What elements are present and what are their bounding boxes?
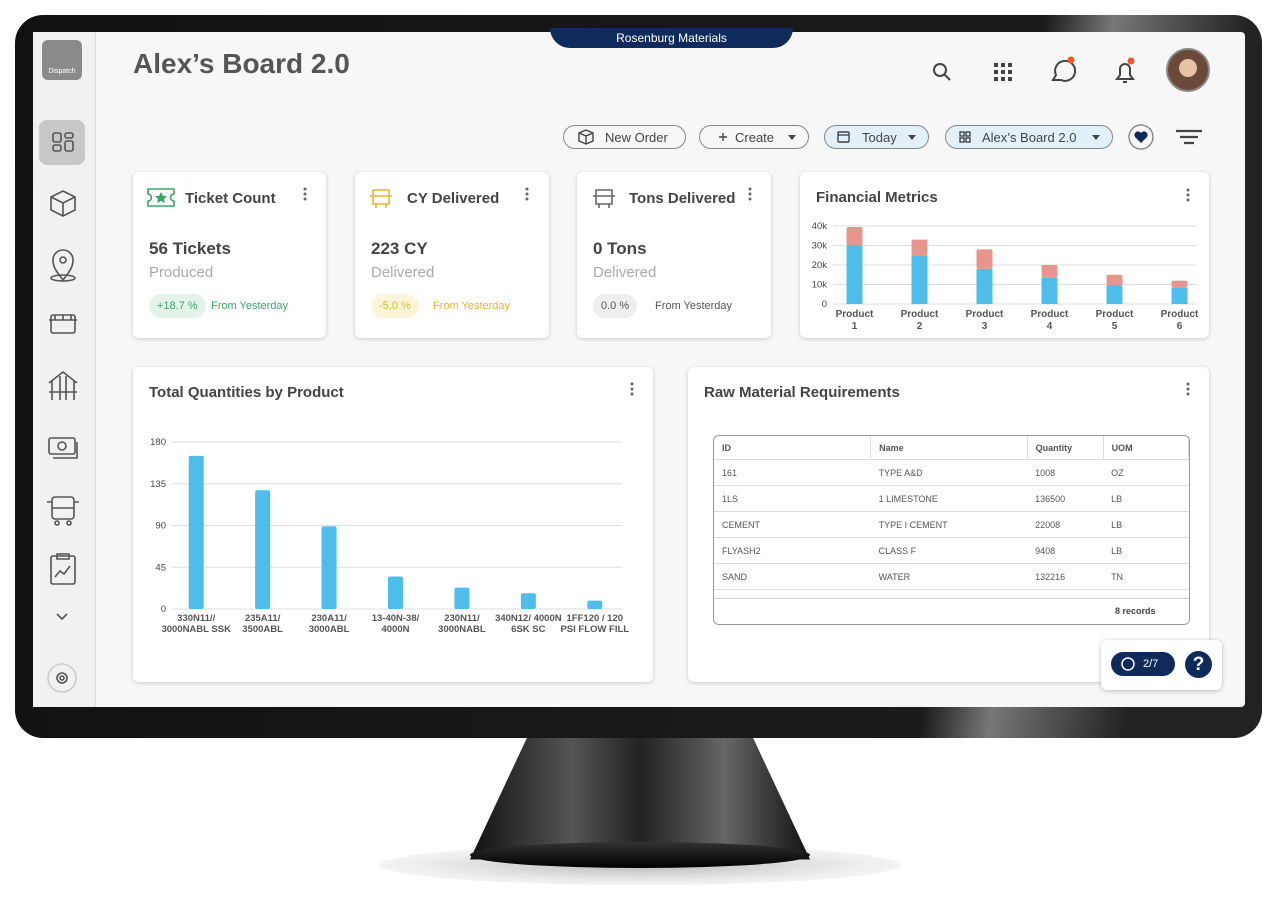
table-row: CEMENT TYPE I CEMENT 22008 LB: [714, 511, 1189, 538]
board-button[interactable]: Alex’s Board 2.0: [945, 125, 1113, 149]
financial-card: [800, 172, 1209, 338]
table-header-row: ID Name Quantity UOM: [714, 436, 1189, 460]
stand-base: [470, 842, 810, 868]
table-cell: CLASS F: [870, 537, 1028, 564]
table-cell: 136500: [1027, 485, 1104, 512]
table-row: 1LS 1 LIMESTONE 136500 LB: [714, 485, 1189, 512]
table-cell: 9408: [1027, 537, 1104, 564]
table-cell: LB: [1103, 485, 1189, 512]
company-tab[interactable]: Rosenburg Materials: [550, 28, 793, 48]
table-cell: SAND: [714, 563, 871, 590]
help-button[interactable]: ?: [1185, 651, 1212, 678]
toolbar-icons: [578, 124, 1202, 150]
header-icons: [933, 48, 1210, 92]
table-cell: 22008: [1027, 511, 1104, 538]
today-button[interactable]: Today: [824, 125, 929, 149]
column-header: Name: [870, 436, 1028, 460]
logo[interactable]: Dispatch: [42, 40, 82, 80]
table-cell: TYPE I CEMENT: [870, 511, 1028, 538]
table-cell: 161: [714, 459, 871, 486]
table-cell: LB: [1103, 511, 1189, 538]
table-cell: TN: [1103, 563, 1189, 590]
column-header: Quantity: [1027, 436, 1104, 460]
header-title: Alex’s Board 2.0: [133, 48, 350, 79]
table-cell: FLYASH2: [714, 537, 871, 564]
column-header: UOM: [1103, 436, 1189, 460]
table-cell: TYPE A&D: [870, 459, 1028, 486]
table-cell: 1LS: [714, 485, 871, 512]
quantities-card: [133, 367, 653, 682]
table-cell: LB: [1103, 537, 1189, 564]
table-cell: 1 LIMESTONE: [870, 485, 1028, 512]
table-cell: OZ: [1103, 459, 1189, 486]
table-frame: ID Name Quantity UOM 161 TYPE A&D 1008 OZ 1LS 1 L…: [713, 435, 1190, 625]
badge-icon: [1121, 657, 1135, 671]
table-row: FLYASH2 CLASS F 9408 LB: [714, 537, 1189, 564]
column-header: ID: [714, 436, 872, 460]
stand: [470, 736, 810, 860]
create-button[interactable]: Create: [699, 125, 809, 149]
table-footer-bar: [714, 598, 1189, 624]
table-cell: CEMENT: [714, 511, 871, 538]
table-cell: 1008: [1027, 459, 1104, 486]
table-cell: WATER: [870, 563, 1028, 590]
nav-active[interactable]: [39, 120, 85, 165]
new-order-button[interactable]: New Order: [563, 125, 686, 149]
table-row: SAND WATER 132216 TN: [714, 563, 1189, 590]
card-icons: [147, 187, 1190, 396]
sidebar-icons: [47, 132, 79, 693]
table-cell: 132216: [1027, 563, 1104, 590]
materials-table: ID Name Quantity UOM 161 TYPE A&D 1008 OZ 1LS 1 L…: [714, 436, 1189, 616]
